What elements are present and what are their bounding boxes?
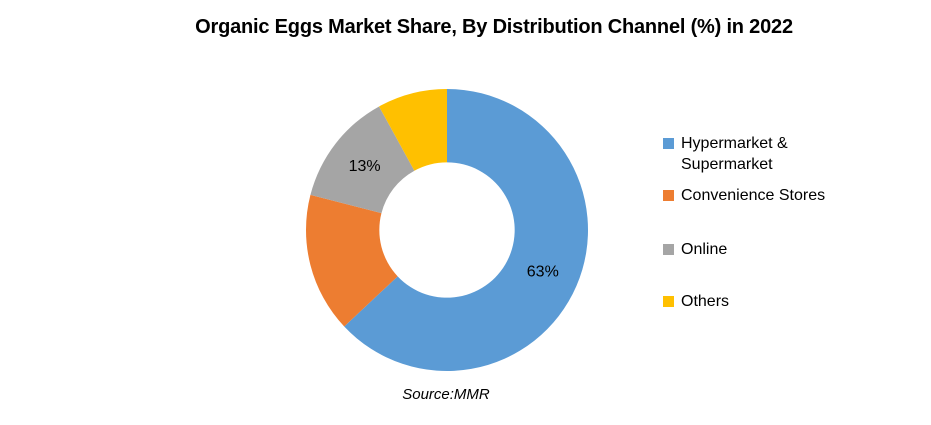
legend-marker-hypermarket-supermarket-icon <box>663 138 674 149</box>
legend-label: Others <box>681 293 730 310</box>
legend-label: Online <box>681 241 728 258</box>
data-label-hypermarket-supermarket: 63% <box>527 263 559 280</box>
donut-slice-others[interactable] <box>379 89 447 171</box>
donut-slice-convenience-stores[interactable] <box>306 194 398 327</box>
legend-item-others[interactable]: Others <box>663 291 729 312</box>
donut-chart: 63% 13% <box>306 89 589 372</box>
legend-label: Hypermarket & Supermarket <box>681 135 788 173</box>
legend-label: Convenience Stores <box>681 187 826 204</box>
donut-slice-online[interactable] <box>310 106 415 214</box>
legend-marker-others-icon <box>663 296 674 307</box>
legend-marker-convenience-stores-icon <box>663 190 674 201</box>
donut-slice-hypermarket-supermarket[interactable] <box>344 89 589 372</box>
data-label-online: 13% <box>349 158 381 175</box>
legend-marker-online-icon <box>663 244 674 255</box>
legend-item-convenience-stores[interactable]: Convenience Stores <box>663 185 825 206</box>
legend-item-hypermarket-supermarket[interactable]: Hypermarket & Supermarket <box>663 133 841 175</box>
legend-item-online[interactable]: Online <box>663 239 727 260</box>
source-note: Source:MMR <box>402 386 490 403</box>
chart-title: Organic Eggs Market Share, By Distributi… <box>195 16 793 38</box>
